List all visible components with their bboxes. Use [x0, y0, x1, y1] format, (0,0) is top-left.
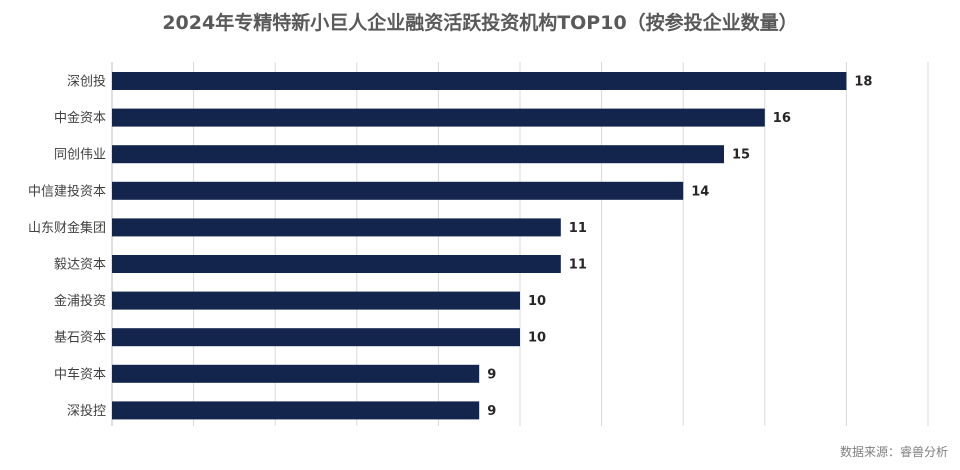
category-label: 中车资本 — [54, 366, 106, 382]
data-label: 11 — [569, 258, 587, 273]
labels: 深创投 18 中金资本 16 同创伟业 15 中信建投资本 14 山东财金集团 11 毅达资本 11 金… — [28, 74, 873, 419]
data-label: 16 — [773, 111, 791, 126]
bar — [112, 145, 724, 164]
data-label: 10 — [528, 331, 546, 346]
category-label: 中金资本 — [54, 110, 106, 126]
chart-title: 2024年专精特新小巨人企业融资活跃投资机构TOP10（按参投企业数量） — [162, 12, 798, 34]
data-label: 15 — [732, 148, 750, 163]
bar — [112, 218, 561, 237]
data-label: 18 — [854, 75, 872, 90]
bars — [112, 72, 847, 420]
category-label: 毅达资本 — [54, 257, 106, 273]
category-label: 深创投 — [67, 74, 106, 90]
bar — [112, 291, 520, 310]
bar — [112, 181, 684, 200]
source-note: 数据来源：睿兽分析 — [839, 445, 948, 459]
bar — [112, 255, 561, 273]
data-label: 11 — [569, 221, 587, 236]
category-label: 山东财金集团 — [28, 220, 106, 236]
category-label: 基石资本 — [54, 331, 106, 346]
data-label: 9 — [487, 404, 496, 419]
bar — [112, 364, 480, 383]
category-label: 深投控 — [67, 403, 106, 419]
category-label: 中信建投资本 — [28, 183, 106, 199]
bar — [112, 401, 480, 420]
data-label: 14 — [691, 184, 709, 199]
bar — [112, 328, 520, 347]
data-label: 10 — [528, 294, 546, 309]
bar — [112, 72, 847, 90]
category-label: 同创伟业 — [54, 148, 106, 163]
category-label: 金浦投资 — [54, 293, 106, 309]
bar — [112, 108, 765, 127]
data-label: 9 — [487, 367, 496, 382]
